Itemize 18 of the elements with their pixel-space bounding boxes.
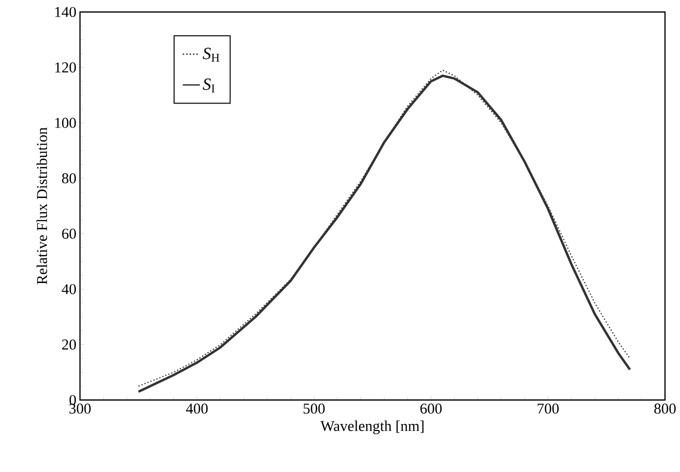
x-tick-label: 400	[186, 404, 208, 414]
legend-label: S$_{I}$	[202, 78, 215, 92]
y-tick-label: 0	[70, 394, 76, 406]
x-tick-label: 800	[654, 404, 676, 414]
x-axis-title: Wavelength [nm]	[320, 420, 424, 434]
x-tick-label: 500	[304, 404, 325, 414]
y-tick-label: 120	[55, 62, 76, 72]
y-tick-label: 40	[62, 284, 76, 294]
legend-label: S$_{H}$	[202, 48, 220, 62]
y-tick-label: 100	[55, 118, 76, 128]
x-tick-label: 700	[538, 404, 559, 414]
x-tick-label: 600	[420, 404, 442, 414]
y-tick-label: 140	[55, 6, 76, 18]
y-tick-label: 80	[62, 173, 76, 184]
y-tick-label: 60	[62, 228, 76, 239]
x-tick-label: 300	[69, 404, 91, 414]
y-tick-label: 20	[62, 340, 76, 350]
y-axis-title: Relative Flux Distribution	[36, 127, 48, 284]
